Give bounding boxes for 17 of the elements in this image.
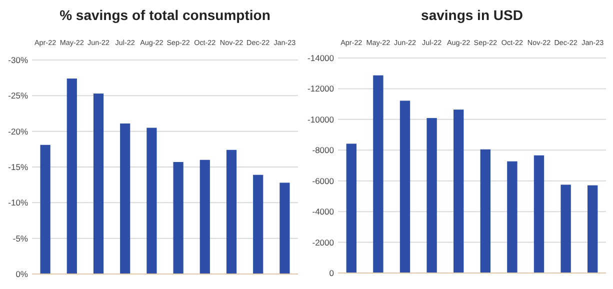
y-tick-label: -5% bbox=[12, 233, 28, 244]
y-tick-label: -6000 bbox=[312, 176, 334, 186]
y-tick-label: -4000 bbox=[312, 206, 334, 217]
y-tick-label: 0% bbox=[16, 268, 28, 279]
y-tick-label: 0 bbox=[329, 268, 334, 278]
y-tick-label: -25% bbox=[8, 90, 28, 101]
y-tick-label: -14000 bbox=[308, 52, 334, 63]
y-tick-label: -2000 bbox=[312, 237, 334, 248]
y-tick-label: -12000 bbox=[308, 84, 334, 94]
chart-title: savings in USD bbox=[421, 7, 523, 23]
chart-title: % savings of total consumption bbox=[60, 7, 270, 23]
y-tick-label: -10% bbox=[8, 198, 28, 208]
y-tick-label: -15% bbox=[8, 162, 28, 172]
y-tick-label: -30% bbox=[8, 54, 28, 65]
y-tick-label: -8000 bbox=[312, 145, 334, 156]
y-tick-label: -10000 bbox=[308, 114, 334, 124]
y-tick-label: -20% bbox=[8, 126, 28, 136]
